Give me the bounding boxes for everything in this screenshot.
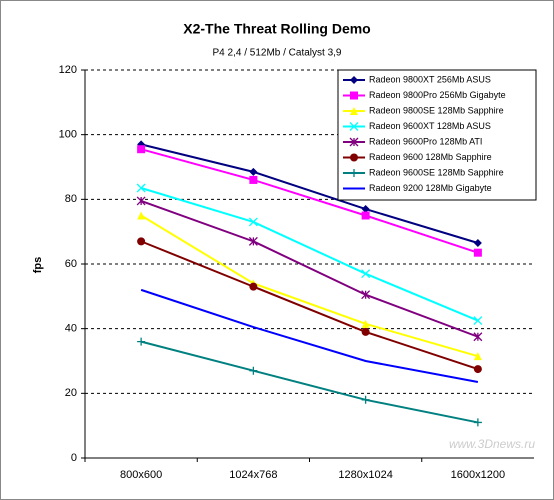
series-line (140, 214, 479, 358)
legend-label: Radeon 9600 128Mb Sapphire (369, 152, 492, 162)
y-tick-label: 100 (59, 129, 77, 141)
marker (350, 169, 358, 177)
legend-label: Radeon 9600Pro 128Mb ATI (369, 136, 482, 146)
marker (473, 316, 483, 326)
marker (349, 137, 359, 147)
x-tick-label: 1280x1024 (338, 469, 392, 481)
legend-label: Radeon 9200 128Mb Gigabyte (369, 183, 492, 193)
x-tick-label: 1600x1200 (451, 469, 505, 481)
marker (137, 211, 146, 220)
marker (473, 365, 482, 374)
y-tick-label: 0 (71, 452, 77, 464)
marker (361, 319, 370, 328)
marker (350, 76, 358, 84)
marker (361, 211, 370, 220)
marker (361, 205, 370, 214)
marker (473, 238, 482, 247)
x-tick-label: 800x600 (120, 469, 162, 481)
series-line (140, 288, 479, 383)
legend-label: Radeon 9600XT 128Mb ASUS (369, 121, 491, 131)
series-line (140, 143, 479, 244)
series-line (140, 240, 479, 371)
chart-title: X2-The Threat Rolling Demo (183, 21, 370, 37)
marker (249, 366, 258, 375)
series-line (140, 340, 479, 424)
marker (473, 248, 482, 257)
marker (361, 290, 371, 300)
marker (350, 153, 358, 162)
marker (249, 167, 258, 176)
marker (136, 196, 146, 206)
marker (361, 327, 370, 336)
marker (350, 91, 358, 100)
y-axis-label: fps (32, 257, 44, 274)
legend-box (337, 69, 537, 201)
marker (473, 332, 483, 342)
legend-label: Radeon 9800SE 128Mb Sapphire (369, 105, 504, 115)
marker (361, 269, 371, 279)
marker (249, 282, 258, 291)
marker (137, 237, 146, 246)
marker (349, 122, 359, 131)
y-tick-label: 20 (65, 387, 77, 399)
y-tick-label: 120 (59, 64, 77, 76)
legend-label: Radeon 9800XT 256Mb ASUS (369, 74, 491, 84)
y-tick-label: 80 (65, 193, 77, 205)
marker (137, 145, 146, 154)
series-line (140, 187, 479, 322)
y-tick-label: 60 (65, 258, 77, 270)
watermark: www.3Dnews.ru (449, 437, 535, 451)
marker (248, 217, 258, 227)
marker (249, 175, 258, 184)
x-tick-label: 1024x768 (229, 469, 277, 481)
marker (248, 236, 258, 246)
series-line (140, 148, 479, 254)
marker (473, 352, 482, 361)
marker (361, 395, 370, 404)
y-tick-label: 40 (65, 323, 77, 335)
series-line (140, 200, 479, 338)
legend-label: Radeon 9600SE 128Mb Sapphire (369, 167, 504, 177)
chart-subtitle: P4 2,4 / 512Mb / Catalyst 3,9 (213, 48, 342, 59)
marker (137, 337, 146, 346)
marker (350, 107, 358, 115)
marker (136, 183, 146, 193)
legend-label: Radeon 9800Pro 256Mb Gigabyte (369, 90, 506, 100)
marker (473, 418, 482, 427)
